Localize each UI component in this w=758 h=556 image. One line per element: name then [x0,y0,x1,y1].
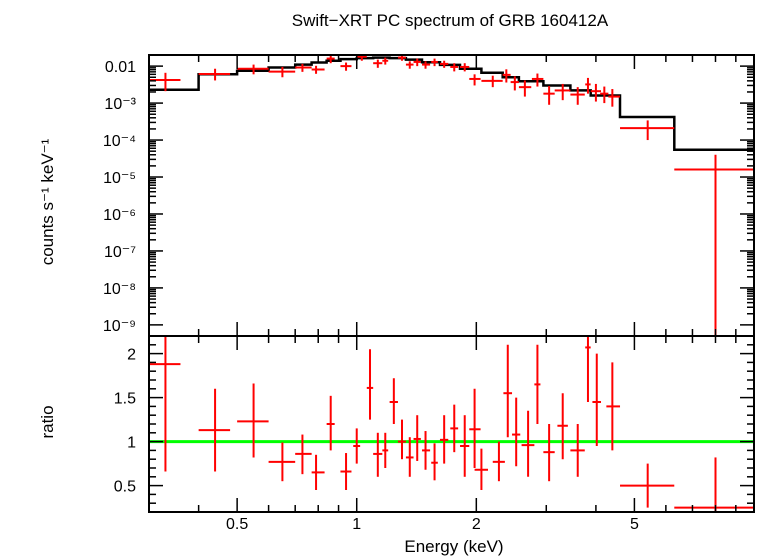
spectrum-point [237,64,269,75]
y-tick-label: 10⁻⁷ [104,244,136,261]
spectrum-point [340,62,352,71]
spectrum-point [431,58,438,67]
y-tick-label: 10⁻⁸ [103,281,136,298]
ratio-point [534,344,541,424]
ratio-point [397,419,406,460]
ratio-point [521,410,535,477]
ratio-point [469,388,481,468]
spectrum-point [311,65,325,74]
y-tick-label: 10⁻⁶ [103,207,136,224]
ratio-point [413,415,421,461]
y-tick-label: 0.01 [105,59,136,76]
ratio-point [405,437,414,477]
ratio-tick-label: 1.5 [114,391,136,408]
ratio-point [674,457,754,512]
model-step-line [149,56,754,151]
ratio-point [585,336,591,402]
ratio-point [382,432,389,468]
ratio-point [389,378,398,424]
spectrum-point [600,86,609,104]
spectrum-axes: 0.01 10⁻³ 10⁻⁴ 10⁻⁵ 10⁻⁶ 10⁻⁷ 10⁻⁸ 10⁻⁹ [103,54,755,337]
spectrum-point [382,57,389,65]
ratio-data-points [149,336,754,512]
ratio-point [353,428,361,464]
ratio-point [503,344,513,438]
x-tick-label: 1 [352,516,361,533]
spectrum-point [543,85,555,105]
spectrum-panel: 0.01 10⁻³ 10⁻⁴ 10⁻⁵ 10⁻⁶ 10⁻⁷ 10⁻⁸ 10⁻⁹ [103,54,755,337]
ratio-point [198,388,231,472]
y-tick-label: 10⁻⁹ [103,318,136,335]
chart-title: Swift−XRT PC spectrum of GRB 160412A [292,11,609,30]
spectrum-point [439,60,449,68]
ratio-point [326,395,335,451]
ratio-panel: 0.5 1 1.5 2 0.5 1 2 5 [114,335,755,533]
spectrum-point [518,80,532,97]
spectrum-point [531,73,544,87]
ratio-point [460,415,470,477]
ratio-point [311,454,325,490]
ratio-y-axis-label: ratio [38,405,57,438]
spectrum-point [450,63,459,72]
ratio-tick-label: 0.5 [114,479,136,496]
spectrum-point [268,66,296,78]
x-tick-label: 0.5 [226,516,248,533]
ratio-point [431,443,438,481]
x-tick-label: 2 [472,516,481,533]
spectrum-point [469,74,481,86]
spectrum-point [674,154,754,336]
ratio-point [149,336,181,472]
ratio-point [439,415,449,464]
spectrum-point [413,58,421,67]
spectrum-point [608,89,621,107]
spectrum-point [326,55,335,64]
x-axis-label: Energy (keV) [404,537,503,556]
ratio-point [268,442,296,482]
ratio-point [366,349,374,420]
ratio-point [474,448,488,490]
ratio-point [295,434,312,475]
spectrum-point [570,87,585,105]
spectrum-point [149,72,181,92]
x-tick-label: 5 [630,516,639,533]
ratio-point [512,397,521,467]
ratio-point [450,404,459,453]
spectrum-point [510,76,519,91]
ratio-point [492,441,505,482]
ratio-point [620,463,675,508]
ratio-point [422,431,431,470]
y-tick-label: 10⁻⁵ [103,170,136,187]
spectrum-data-points [149,54,754,336]
spectrum-point [295,63,312,72]
spectrum-point [590,83,602,102]
ratio-point [606,362,621,451]
ratio-tick-label: 1 [127,435,136,452]
ratio-point [340,453,352,490]
y-tick-label: 10⁻³ [104,96,136,113]
spectrum-point [502,69,511,83]
spectrum-point [198,68,231,81]
ratio-tick-label: 2 [127,347,136,364]
spectrum-y-axis-label: counts s⁻¹ keV⁻¹ [38,138,57,265]
ratio-point [592,353,602,446]
spectrum-frame [148,54,755,337]
model-step-path [149,56,754,151]
spectrum-point [585,77,591,94]
spectrum-point [481,75,503,88]
ratio-point [557,393,568,460]
spectrum-point [460,63,470,72]
spectrum-point [373,59,383,68]
ratio-point [543,424,555,482]
spectrum-point [422,61,431,69]
spectrum-point [405,61,414,69]
spectrum-point [554,83,571,101]
ratio-point [237,383,269,458]
ratio-point [570,424,585,477]
y-tick-label: 10⁻⁴ [103,133,136,150]
spectrum-point [620,120,675,141]
ratio-axes: 0.5 1 1.5 2 0.5 1 2 5 [114,335,755,533]
ratio-point [373,432,383,477]
